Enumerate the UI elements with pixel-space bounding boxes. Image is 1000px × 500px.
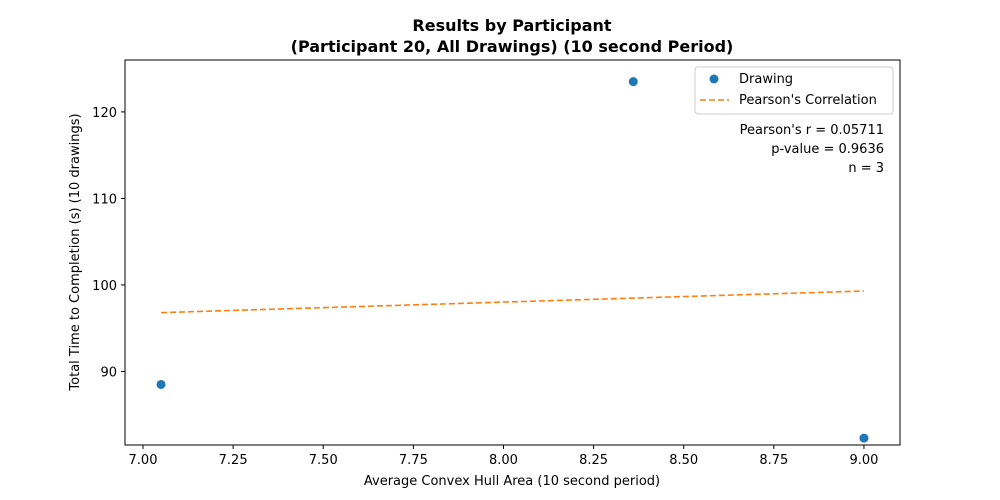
chart-title-line2: (Participant 20, All Drawings) (10 secon… — [291, 37, 734, 56]
pearson-r-annotation: Pearson's r = 0.05711 — [740, 123, 884, 138]
drawing-point — [156, 379, 166, 389]
legend-marker-drawing — [709, 74, 719, 84]
drawing-point — [859, 433, 869, 443]
x-tick-label: 8.25 — [579, 453, 608, 468]
x-axis: 7.00 7.25 7.50 7.75 8.00 8.25 8.50 8.75 9.00 — [129, 445, 878, 468]
plot-area — [124, 59, 901, 446]
series-layer — [156, 77, 869, 443]
legend-label-pearson: Pearson's Correlation — [739, 93, 877, 108]
legend-box — [694, 66, 894, 115]
x-tick-label: 8.75 — [759, 453, 788, 468]
x-tick-label: 7.00 — [129, 453, 158, 468]
y-axis: 90 100 110 120 — [92, 106, 125, 380]
legend: Drawing Pearson's Correlation — [694, 66, 894, 115]
y-tick-label: 110 — [92, 192, 117, 207]
x-tick-label: 7.50 — [309, 453, 338, 468]
legend-label-drawing: Drawing — [739, 72, 793, 87]
y-tick-label: 120 — [92, 106, 117, 121]
x-tick-label: 7.75 — [399, 453, 428, 468]
x-tick-label: 9.00 — [849, 453, 878, 468]
x-tick-label: 8.50 — [669, 453, 698, 468]
pearson-correlation-line — [161, 290, 864, 314]
p-value-annotation: p-value = 0.9636 — [771, 142, 884, 157]
y-axis-label: Total Time to Completion (s) (10 drawing… — [68, 113, 83, 391]
y-tick-label: 90 — [100, 365, 117, 380]
x-tick-label: 7.25 — [219, 453, 248, 468]
drawing-point — [628, 77, 638, 87]
x-tick-label: 8.00 — [489, 453, 518, 468]
chart-title-line1: Results by Participant — [412, 16, 611, 35]
n-annotation: n = 3 — [848, 161, 884, 176]
y-tick-label: 100 — [92, 279, 117, 294]
x-axis-label: Average Convex Hull Area (10 second peri… — [364, 474, 660, 489]
